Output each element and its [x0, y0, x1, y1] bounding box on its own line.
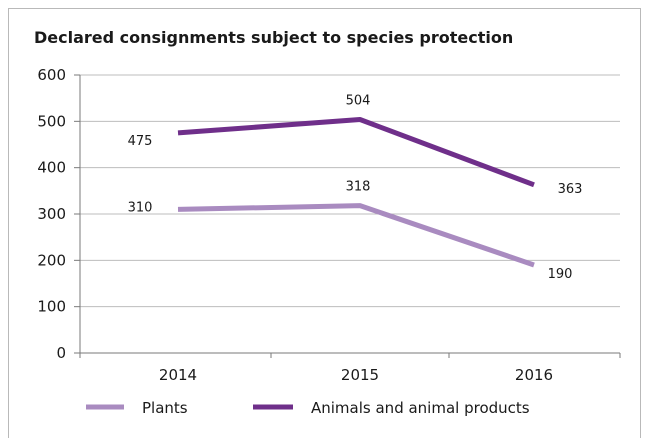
series-line — [177, 116, 535, 188]
y-tick-label: 100 — [37, 298, 66, 316]
series-lines — [177, 116, 535, 268]
data-label: 310 — [128, 200, 153, 215]
y-tick-label: 200 — [37, 251, 66, 269]
legend-label: Plants — [142, 399, 188, 417]
data-label: 318 — [346, 180, 371, 195]
y-tick-label: 500 — [37, 112, 66, 130]
series-line — [177, 203, 535, 268]
x-axis-ticks: 2014 2015 2016 — [79, 353, 621, 384]
data-label: 475 — [128, 134, 153, 149]
legend-label: Animals and animal products — [311, 399, 530, 417]
chart-title: Declared consignments subject to species… — [34, 28, 513, 47]
data-label: 363 — [558, 182, 583, 197]
legend: Plants Animals and animal products — [86, 399, 530, 417]
chart-frame — [8, 8, 641, 438]
x-tick-label: 2016 — [515, 366, 553, 384]
y-tick-label: 400 — [37, 159, 66, 177]
data-label: 504 — [346, 93, 371, 108]
data-label: 190 — [548, 267, 573, 282]
y-tick-label: 300 — [37, 205, 66, 223]
y-tick-label: 600 — [37, 66, 66, 84]
y-axis-ticks: 0 100 200 300 400 500 600 — [37, 66, 80, 362]
x-tick-label: 2014 — [159, 366, 197, 384]
y-tick-label: 0 — [56, 344, 66, 362]
x-tick-label: 2015 — [341, 366, 379, 384]
data-labels: 310 318 190 475 504 363 — [128, 93, 583, 281]
